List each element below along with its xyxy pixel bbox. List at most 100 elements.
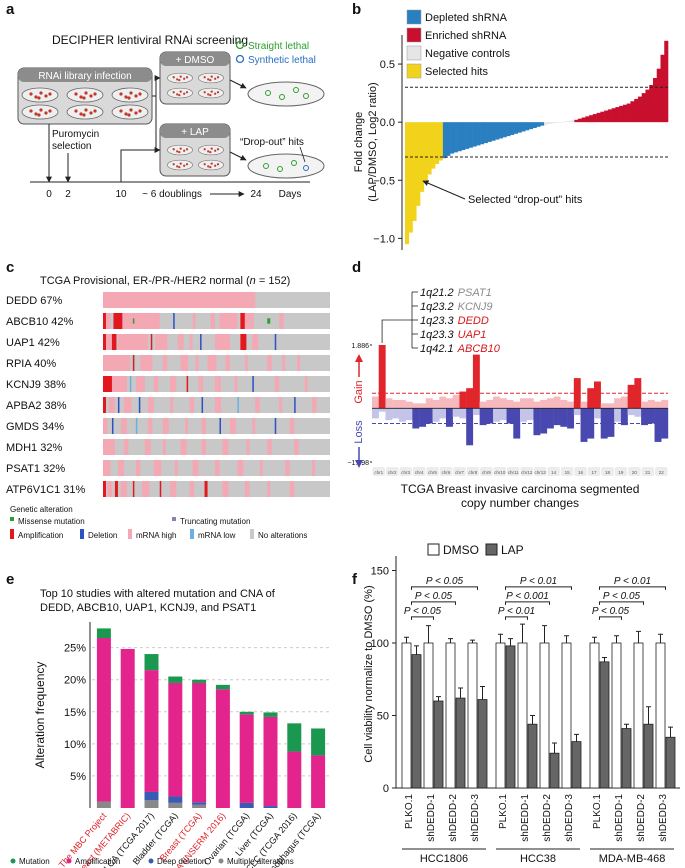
legend-swatch xyxy=(406,63,422,79)
alteration xyxy=(180,439,187,455)
cnv-bar xyxy=(472,408,480,416)
bar xyxy=(619,105,624,123)
legend-swatch xyxy=(190,529,194,539)
dish xyxy=(111,87,149,103)
alteration xyxy=(153,376,159,392)
bar xyxy=(645,89,650,123)
bar-segment xyxy=(144,791,159,801)
cnv-bar xyxy=(634,408,642,417)
cnv-bar xyxy=(432,408,440,422)
x-tick-label: shDEDD-3 xyxy=(658,794,669,842)
chrom-label: chr9 xyxy=(482,470,491,475)
chrom-box xyxy=(439,467,453,476)
chrom-box xyxy=(628,467,641,476)
bar xyxy=(621,728,632,789)
bar xyxy=(446,122,451,156)
bar xyxy=(626,103,631,123)
dish xyxy=(198,87,224,99)
alteration xyxy=(246,439,250,455)
legend-marker xyxy=(66,858,72,864)
chrom-box xyxy=(587,467,601,476)
cnv-bar xyxy=(385,408,393,421)
chrom-box xyxy=(574,467,587,476)
chrom-label: chr8 xyxy=(469,470,478,475)
alteration xyxy=(189,334,193,350)
timeline-label: 10 xyxy=(115,189,127,200)
alteration xyxy=(103,313,106,329)
row-label: UAP1 42% xyxy=(6,337,60,349)
colony xyxy=(277,166,283,172)
alteration xyxy=(289,481,295,497)
chrom-box xyxy=(560,467,574,476)
cnv-bar xyxy=(647,408,655,424)
cnv-bar xyxy=(526,398,534,409)
bar xyxy=(589,115,594,123)
alteration xyxy=(111,334,117,350)
alteration xyxy=(162,439,166,455)
chrom-box xyxy=(533,467,547,476)
error-bar xyxy=(602,657,607,662)
gain-head xyxy=(355,354,363,362)
chrom-label: chr5 xyxy=(428,470,437,475)
panel-letter: f xyxy=(352,571,358,588)
legend-label: Selected hits xyxy=(425,66,488,78)
bar xyxy=(607,109,612,123)
alteration xyxy=(103,397,106,413)
cnv-bar xyxy=(520,408,527,422)
alteration xyxy=(129,376,132,392)
cnv-bar xyxy=(479,408,487,426)
locus: 1q23.3 xyxy=(420,315,455,327)
gene-annotation: 1q23.3 DEDD xyxy=(420,315,489,327)
timeline-label: ~ 6 doublings xyxy=(142,189,202,200)
significance-label: P < 0.05 xyxy=(603,591,641,602)
alteration xyxy=(162,418,169,434)
bar xyxy=(532,122,537,128)
box-tab xyxy=(160,52,230,66)
legend-label: Depleted shRNA xyxy=(425,12,508,24)
panel-letter: e xyxy=(6,571,14,588)
bar xyxy=(551,122,556,124)
cnv-bar xyxy=(506,408,514,424)
panel-a: a DECIPHER lentiviral RNAi screening RNA… xyxy=(6,1,325,200)
dish xyxy=(198,159,224,171)
legend-label: Truncating mutation xyxy=(180,517,250,526)
chrom-label: 16 xyxy=(578,470,584,475)
significance-bracket xyxy=(411,601,456,605)
row-label: ABCB10 42% xyxy=(6,316,73,328)
legend-label: Negative controls xyxy=(425,48,510,60)
colony xyxy=(293,87,299,93)
bar-segment xyxy=(263,806,278,808)
cnv-bar xyxy=(607,403,615,409)
bar-segment xyxy=(215,689,230,808)
bar xyxy=(510,122,515,135)
bar-segment xyxy=(120,648,135,808)
legend-label: Deletion xyxy=(88,531,117,540)
error-bar xyxy=(458,687,463,699)
significance-label: P < 0.05 xyxy=(404,606,442,617)
cnv-bar xyxy=(385,398,393,409)
significance-label: P < 0.01 xyxy=(520,576,557,587)
alteration xyxy=(147,397,154,413)
box-tab xyxy=(160,124,230,138)
group-label: HCC38 xyxy=(520,853,556,865)
alteration xyxy=(103,460,111,476)
cnv-bar xyxy=(412,403,420,409)
x-tick-label: shDEDD-2 xyxy=(636,794,647,842)
bar-segment xyxy=(168,796,183,803)
alteration xyxy=(186,376,189,392)
bar xyxy=(468,122,473,148)
alteration xyxy=(120,481,127,497)
bar-segment xyxy=(168,682,183,797)
cnv-bar xyxy=(493,408,501,422)
alteration xyxy=(135,418,138,434)
group-label: MDA-MB-468 xyxy=(599,853,666,865)
bar xyxy=(525,122,530,131)
y-axis-label: Cell viability normalize to DMSO (%) xyxy=(363,585,375,762)
alteration xyxy=(177,334,184,350)
gene-annotation: 1q23.2 KCNJ9 xyxy=(420,301,493,313)
alteration xyxy=(240,313,245,329)
alteration xyxy=(117,334,148,350)
colony xyxy=(263,163,269,169)
dish xyxy=(198,72,224,84)
alteration xyxy=(312,460,316,476)
